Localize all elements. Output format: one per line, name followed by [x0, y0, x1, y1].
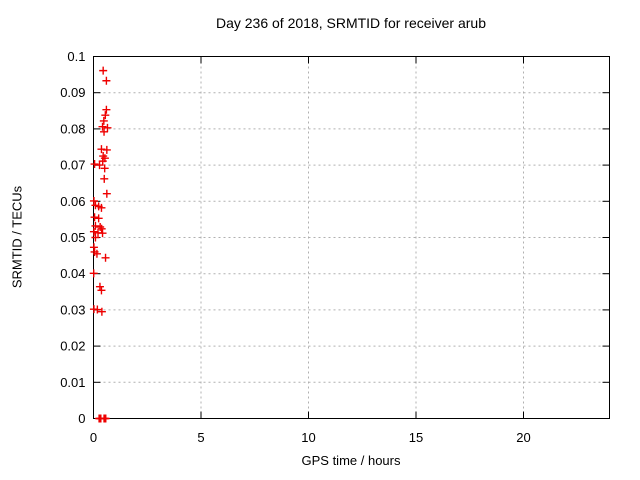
x-axis-label: GPS time / hours: [301, 453, 401, 468]
data-point-marker: [95, 282, 104, 291]
data-point-marker: [90, 160, 99, 169]
data-point-marker: [102, 76, 111, 85]
data-point-marker: [92, 249, 101, 258]
data-point-marker: [97, 307, 106, 316]
data-point-marker: [95, 161, 104, 170]
x-tick-label: 5: [197, 430, 204, 445]
data-point-marker: [101, 414, 110, 423]
plot-border: [93, 56, 610, 419]
data-point-marker: [101, 253, 110, 262]
data-point-marker: [97, 203, 106, 212]
data-point-marker: [100, 164, 109, 173]
x-tick-label: 20: [516, 430, 530, 445]
data-point-marker: [100, 127, 109, 136]
data-point-marker: [97, 224, 106, 233]
data-point-marker: [93, 305, 102, 314]
y-tick-label: 0.07: [60, 158, 85, 173]
y-tick-label: 0.02: [60, 339, 85, 354]
y-tick-label: 0.08: [60, 121, 85, 136]
data-point-marker: [94, 214, 103, 223]
data-point-marker: [101, 111, 110, 120]
data-point-marker: [100, 174, 109, 183]
data-point-marker: [97, 145, 106, 154]
y-tick-label: 0.01: [60, 375, 85, 390]
y-tick-label: 0: [78, 411, 85, 426]
x-tick-label: 0: [90, 430, 97, 445]
chart-title: Day 236 of 2018, SRMTID for receiver aru…: [215, 15, 486, 31]
data-point-marker: [89, 269, 98, 278]
y-tick-label: 0.03: [60, 302, 85, 317]
data-point-marker: [98, 122, 107, 131]
data-point-marker: [91, 233, 100, 242]
data-point-marker: [102, 145, 111, 154]
data-point-marker: [89, 227, 98, 236]
data-point-marker: [97, 286, 106, 295]
y-tick-label: 0.04: [60, 266, 85, 281]
y-tick-label: 0.09: [60, 85, 85, 100]
data-point-marker: [99, 116, 108, 125]
x-tick-label: 10: [301, 430, 315, 445]
y-tick-label: 0.06: [60, 194, 85, 209]
y-tick-label: 0.05: [60, 230, 85, 245]
data-point-marker: [103, 123, 112, 132]
data-point-marker: [90, 213, 99, 222]
data-point-marker: [98, 229, 107, 238]
data-point-marker: [89, 196, 98, 205]
data-point-marker: [99, 66, 108, 75]
data-point-marker: [96, 223, 105, 232]
data-point-marker: [102, 105, 111, 114]
data-point-marker: [102, 189, 111, 198]
x-tick-label: 15: [409, 430, 423, 445]
y-tick-label: 0.1: [67, 49, 85, 64]
data-point-marker: [91, 221, 100, 230]
